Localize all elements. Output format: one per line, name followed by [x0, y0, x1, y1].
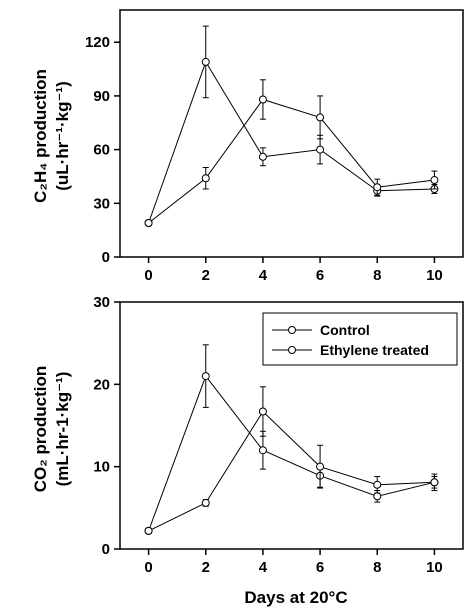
legend-marker-control — [288, 326, 296, 334]
c2h4-point-ethylene-treated — [316, 113, 325, 122]
c2h4-y-tick-label: 30 — [93, 195, 110, 212]
legend-label-ethylene: Ethylene treated — [320, 342, 429, 358]
x-axis-title: Days at 20°C — [244, 588, 347, 607]
c2h4-series-line-ethylene-treated — [148, 98, 435, 224]
co2-x-ticks: 0 2 4 6 8 10 — [144, 549, 443, 576]
co2-series-line-ethylene-treated — [148, 410, 435, 532]
c2h4-series-line-control — [148, 60, 435, 224]
co2-panel: 0 10 20 30 0 2 4 6 8 10 CO₂ production (mL·hr-1·… — [31, 294, 464, 607]
co2-series — [144, 344, 439, 535]
co2-y-tick-label: 0 — [102, 541, 110, 558]
co2-y-axis-title: CO₂ production — [31, 366, 50, 493]
c2h4-y-axis-title: C₂H₄ production — [31, 69, 50, 203]
legend-label-control: Control — [320, 322, 370, 338]
c2h4-x-ticks: 0 2 4 6 8 10 — [144, 257, 443, 284]
c2h4-x-tick-label: 10 — [426, 267, 443, 284]
co2-y-tick-label: 10 — [93, 459, 110, 476]
c2h4-x-tick-label: 0 — [144, 267, 152, 284]
co2-y-axis-unit: (mL·hr-1·kg⁻¹) — [53, 372, 72, 487]
co2-point-control — [201, 372, 210, 381]
c2h4-x-tick-label: 6 — [316, 267, 324, 284]
c2h4-point-ethylene-treated — [430, 176, 439, 185]
co2-x-tick-label: 4 — [259, 559, 268, 576]
co2-x-tick-label: 2 — [202, 559, 210, 576]
co2-x-tick-label: 8 — [373, 559, 381, 576]
c2h4-y-tick-label: 60 — [93, 142, 110, 159]
co2-plot-frame — [119, 301, 464, 550]
c2h4-x-tick-label: 2 — [202, 267, 210, 284]
co2-x-tick-label: 10 — [426, 559, 443, 576]
co2-y-tick-label: 30 — [93, 294, 110, 311]
c2h4-y-axis-unit: (uL·hr⁻¹·kg⁻¹) — [53, 81, 72, 191]
co2-point-ethylene-treated — [144, 526, 153, 535]
c2h4-point-ethylene-treated — [144, 218, 153, 227]
c2h4-point-ethylene-treated — [258, 95, 267, 104]
c2h4-y-tick-label: 0 — [102, 249, 110, 266]
co2-point-ethylene-treated — [201, 498, 210, 507]
c2h4-x-tick-label: 4 — [259, 267, 268, 284]
c2h4-point-ethylene-treated — [373, 183, 382, 192]
c2h4-point-control — [316, 145, 325, 154]
c2h4-point-control — [258, 152, 267, 161]
co2-x-tick-label: 0 — [144, 559, 152, 576]
legend: Control Ethylene treated — [262, 312, 458, 366]
c2h4-y-tick-label: 90 — [93, 88, 110, 105]
c2h4-y-ticks: 0 30 60 90 120 — [85, 34, 120, 266]
c2h4-point-control — [201, 57, 210, 66]
c2h4-y-tick-label: 120 — [85, 34, 110, 51]
co2-x-tick-label: 6 — [316, 559, 324, 576]
co2-point-ethylene-treated — [258, 407, 267, 416]
c2h4-plot-frame — [119, 9, 464, 258]
co2-point-ethylene-treated — [373, 480, 382, 489]
c2h4-x-tick-label: 8 — [373, 267, 381, 284]
co2-point-control — [258, 446, 267, 455]
legend-marker-ethylene — [288, 346, 296, 354]
co2-y-tick-label: 20 — [93, 376, 110, 393]
co2-series-line-control — [148, 375, 435, 532]
co2-point-control — [373, 492, 382, 501]
co2-y-ticks: 0 10 20 30 — [93, 294, 120, 558]
co2-point-ethylene-treated — [316, 462, 325, 471]
co2-point-ethylene-treated — [430, 478, 439, 487]
c2h4-panel: 0 30 60 90 120 0 2 4 6 8 10 C₂H₄ production (uL·h… — [31, 9, 464, 284]
c2h4-point-ethylene-treated — [201, 174, 210, 183]
c2h4-series — [144, 25, 439, 227]
legend-box — [262, 312, 458, 366]
